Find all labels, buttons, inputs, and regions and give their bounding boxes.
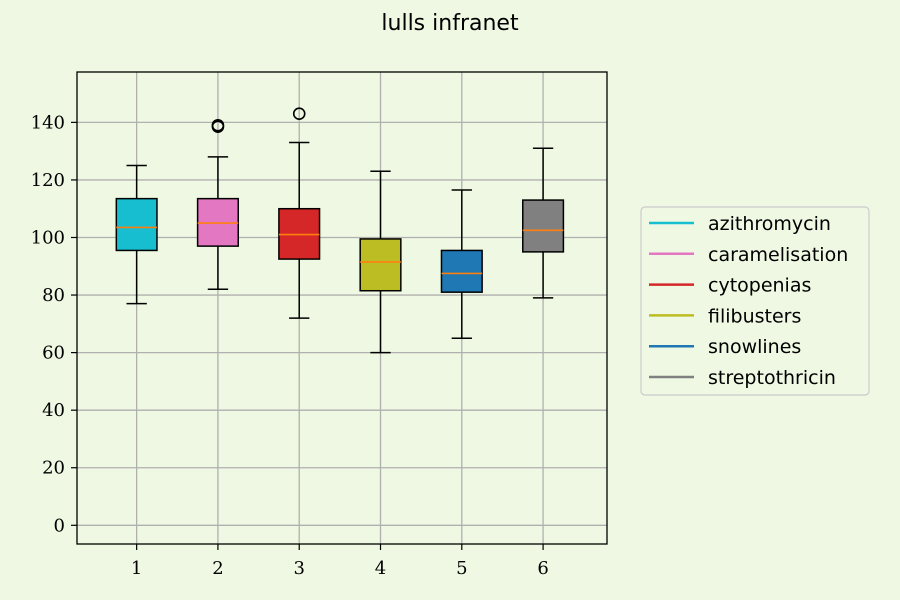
boxes [115, 107, 565, 354]
legend-label: snowlines [708, 336, 801, 358]
legend-label: streptothricin [708, 367, 836, 389]
y-tick-label: 80 [42, 285, 65, 306]
box-streptothricin [522, 199, 565, 253]
legend-label: filibusters [708, 305, 801, 327]
x-tick-label: 4 [375, 558, 386, 579]
y-tick-label: 120 [31, 170, 65, 191]
chart-title: lulls infranet [381, 11, 519, 36]
legend-label: azithromycin [708, 213, 831, 235]
outlier-point [211, 118, 225, 132]
box-filibusters [359, 238, 402, 292]
x-tick-label: 6 [537, 558, 548, 579]
grid [77, 72, 607, 544]
legend-frame [640, 206, 870, 396]
y-tick-label: 0 [54, 515, 65, 536]
x-tick-label: 2 [212, 558, 223, 579]
y-tick-label: 20 [42, 458, 65, 479]
outlier-point [292, 107, 306, 121]
axis-ticks: 0 20 40 60 80 100 120 140 1 2 3 4 5 6 [31, 112, 549, 579]
x-tick-label: 3 [293, 558, 304, 579]
x-tick-label: 1 [131, 558, 142, 579]
y-tick-label: 100 [31, 227, 65, 248]
y-tick-label: 60 [42, 343, 65, 364]
legend: azithromycin caramelisation cytopenias fili… [640, 206, 870, 396]
box-azithromycin [115, 197, 158, 252]
legend-label: caramelisation [708, 244, 848, 266]
x-tick-label: 5 [456, 558, 467, 579]
box-snowlines [440, 249, 483, 293]
y-tick-label: 140 [31, 112, 65, 133]
y-tick-label: 40 [42, 400, 65, 421]
legend-label: cytopenias [708, 275, 811, 297]
plot-area-frame [76, 71, 608, 545]
